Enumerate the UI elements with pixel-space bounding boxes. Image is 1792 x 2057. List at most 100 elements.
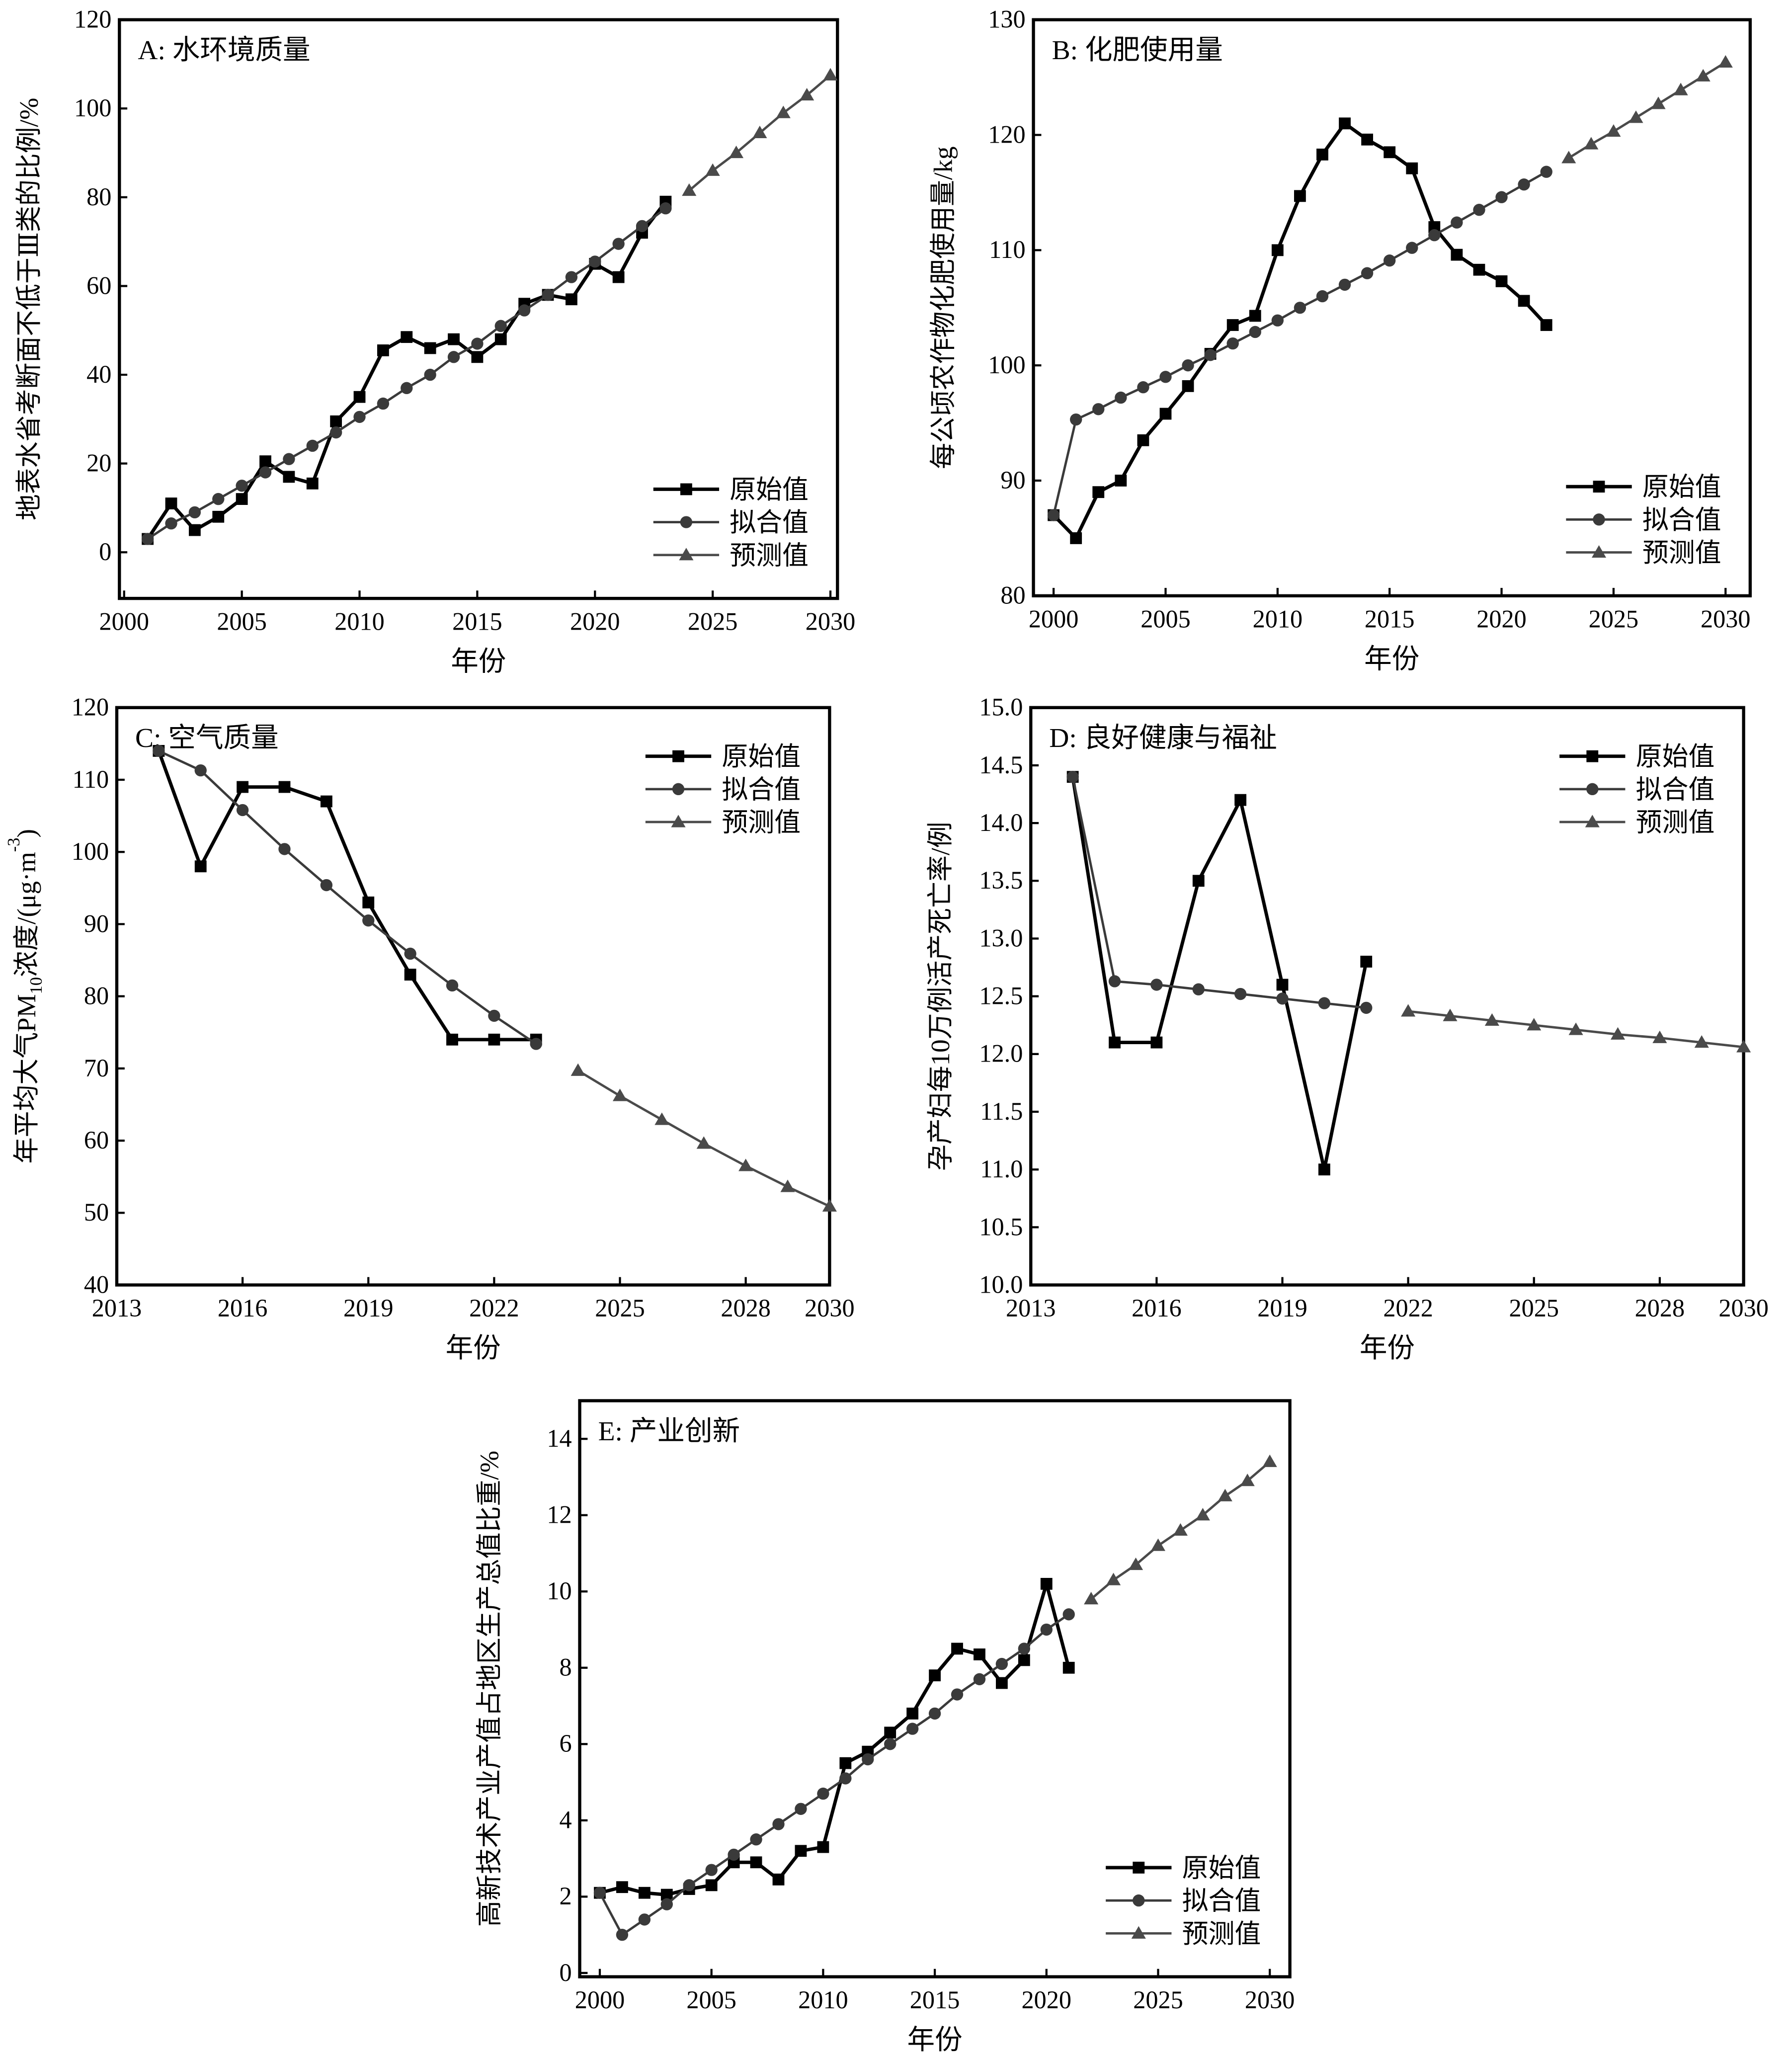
data-point-original [1234, 794, 1247, 806]
x-tick-label: 2005 [686, 1986, 736, 2014]
data-point-original [1115, 475, 1127, 487]
data-point-fitted [565, 271, 578, 283]
data-point-original [1018, 1654, 1030, 1666]
data-point-fitted [1360, 1001, 1373, 1014]
data-point-fitted [862, 1753, 874, 1766]
x-axis-label: 年份 [1364, 644, 1419, 674]
y-tick-label: 40 [86, 360, 111, 388]
y-tick-label: 12 [547, 1501, 571, 1529]
x-tick-label: 2019 [1257, 1294, 1307, 1322]
data-point-original [929, 1669, 941, 1682]
data-point-predicted [1195, 1508, 1210, 1521]
data-point-original [1361, 133, 1374, 146]
data-point-fitted [447, 351, 460, 363]
data-point-fitted [542, 289, 554, 301]
data-point-predicted [800, 87, 815, 101]
series-original [153, 744, 542, 1046]
data-point-fitted [839, 1772, 852, 1785]
data-point-fitted [1384, 254, 1396, 267]
y-tick-label: 50 [84, 1198, 109, 1226]
data-point-original [1339, 117, 1351, 130]
data-point-fitted [1338, 278, 1351, 291]
y-tick-label: 14.5 [979, 751, 1023, 779]
y-tick-label: 10.0 [979, 1270, 1023, 1298]
y-axis-label: 孕产妇每10万例活产死亡率/例 [926, 822, 955, 1170]
data-point-fitted [236, 480, 248, 492]
data-point-predicted [822, 1199, 837, 1212]
data-point-original [612, 271, 625, 283]
data-point-original [404, 969, 416, 981]
x-tick-label: 2022 [469, 1294, 519, 1322]
y-tick-label: 120 [74, 5, 111, 33]
data-point-fitted [728, 1848, 740, 1861]
data-point-fitted [636, 220, 649, 233]
series-predicted [1084, 1454, 1277, 1605]
data-point-fitted [141, 533, 154, 545]
series-line-fitted [1052, 170, 1547, 516]
data-point-fitted [1047, 509, 1060, 521]
data-point-original [165, 497, 177, 509]
data-point-fitted [188, 506, 201, 519]
data-point-original [283, 471, 295, 483]
data-point-original [377, 344, 389, 356]
data-point-original [306, 477, 319, 490]
data-point-fitted [488, 1009, 500, 1022]
data-point-original [1384, 146, 1396, 159]
data-point-original [1316, 149, 1328, 161]
x-tick-label: 2010 [1253, 605, 1303, 633]
data-point-fitted [1115, 391, 1127, 404]
data-point-predicted [1584, 137, 1599, 150]
data-point-fitted [1495, 191, 1508, 203]
data-point-fitted [1271, 314, 1284, 327]
data-point-fitted [593, 1887, 606, 1899]
x-tick-label: 2028 [721, 1294, 771, 1322]
x-tick-label: 2016 [218, 1294, 268, 1322]
series-line-original [599, 1582, 1071, 1896]
data-point-fitted [1108, 975, 1121, 987]
legend-marker-predicted [1585, 815, 1600, 827]
y-tick-label: 80 [1000, 581, 1025, 609]
data-point-original [1406, 162, 1418, 174]
y-tick-label: 100 [72, 837, 109, 865]
data-point-original [237, 781, 249, 793]
data-point-fitted [795, 1803, 807, 1815]
data-point-fitted [1294, 302, 1306, 314]
data-point-original [401, 331, 413, 343]
legend-label-original: 原始值 [1182, 1854, 1261, 1883]
data-point-fitted [259, 466, 272, 479]
y-tick-label: 14 [547, 1424, 571, 1452]
x-tick-label: 2030 [1701, 605, 1751, 633]
legend-marker-fitted [1133, 1894, 1145, 1907]
y-tick-label: 130 [988, 5, 1025, 33]
legend-label-predicted: 预测值 [722, 809, 801, 837]
data-point-fitted [660, 1898, 673, 1910]
y-tick-label: 8 [560, 1653, 572, 1681]
data-point-fitted [320, 879, 333, 892]
x-tick-label: 2025 [688, 608, 738, 636]
y-axis-label-part: 10 [27, 977, 46, 994]
data-point-fitted [750, 1833, 762, 1846]
x-tick-label: 2025 [1509, 1294, 1559, 1322]
data-point-fitted [612, 238, 625, 250]
legend-marker-fitted [1586, 783, 1599, 796]
data-point-original [1540, 319, 1552, 331]
data-point-original [1226, 319, 1239, 331]
data-point-original [424, 342, 436, 354]
data-point-predicted [780, 1179, 795, 1192]
y-tick-label: 13.0 [979, 924, 1023, 952]
y-tick-label: 60 [84, 1126, 109, 1154]
series-line-fitted [147, 207, 666, 540]
data-point-fitted [377, 397, 390, 410]
x-tick-label: 2000 [1029, 605, 1079, 633]
y-tick-label: 10.5 [979, 1213, 1023, 1240]
data-point-predicted [1484, 1013, 1499, 1026]
data-point-original [1137, 434, 1149, 446]
x-axis-label: 年份 [446, 1333, 501, 1364]
data-point-fitted [928, 1707, 941, 1720]
y-tick-label: 4 [560, 1806, 572, 1834]
x-tick-label: 2020 [570, 608, 620, 636]
legend-label-original: 原始值 [722, 742, 801, 771]
data-point-predicted [1128, 1557, 1143, 1570]
data-point-original [330, 415, 342, 427]
